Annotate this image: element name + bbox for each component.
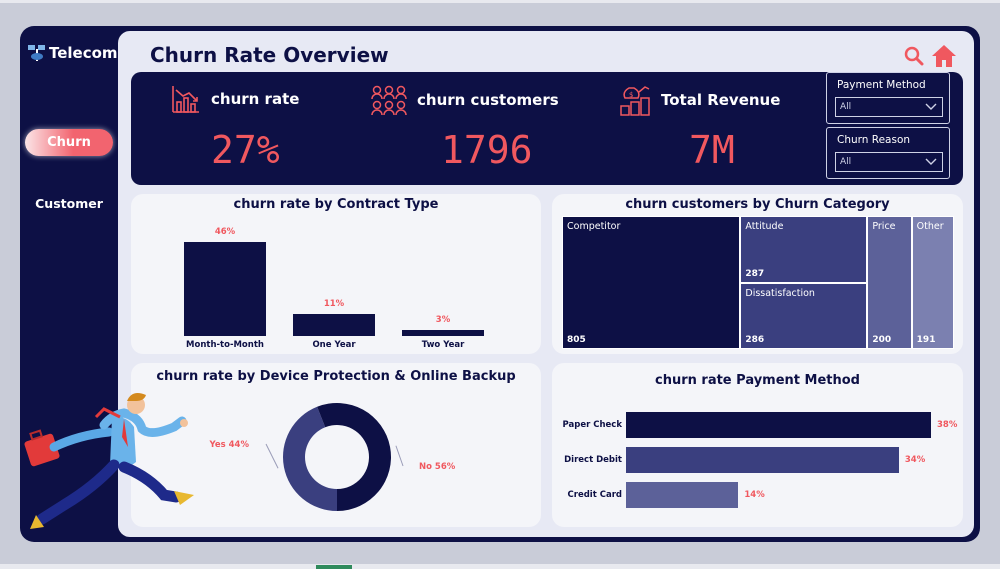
kpi-churn-customers-value: 1796 xyxy=(441,128,533,172)
revenue-money-icon: $ xyxy=(620,86,650,116)
contract-bar[interactable] xyxy=(184,242,266,336)
treemap-cell-name: Other xyxy=(916,221,944,232)
treemap-cell-name: Competitor xyxy=(567,221,621,232)
payment-category-label: Direct Debit xyxy=(564,455,622,465)
churn-category-card: churn customers by Churn Category Compet… xyxy=(552,194,963,354)
payment-bar-value-label: 14% xyxy=(744,490,765,500)
payment-method-slicer-title: Payment Method xyxy=(837,79,926,91)
kpi-churn-customers-label: churn customers xyxy=(417,91,559,109)
contract-category-label: Month-to-Month xyxy=(186,340,264,350)
logo: Telecom xyxy=(28,44,118,62)
main-panel: Churn Rate Overview xyxy=(118,31,974,537)
contract-category-label: One Year xyxy=(312,340,356,350)
payment-category-label: Credit Card xyxy=(567,490,622,500)
kpi-churn-rate-label: churn rate xyxy=(211,90,300,108)
kpi-churn-rate-value: 27% xyxy=(211,128,280,172)
churn-reason-slicer: Churn Reason All xyxy=(826,127,950,179)
contract-category-label: Two Year xyxy=(421,340,465,350)
treemap-cell[interactable]: Dissatisfaction 286 xyxy=(740,282,868,349)
payment-method-slicer: Payment Method All xyxy=(826,72,950,124)
taskbar-strip xyxy=(0,564,1000,569)
nav-churn-button[interactable]: Churn xyxy=(25,129,113,156)
payment-bar[interactable] xyxy=(626,412,931,438)
logo-text: Telecom xyxy=(49,44,118,62)
treemap-cell[interactable]: Competitor 805 xyxy=(562,216,741,349)
treemap-cell[interactable]: Other 191 xyxy=(911,216,954,349)
treemap-cell-value: 191 xyxy=(916,335,936,345)
donut-slice[interactable] xyxy=(317,403,391,511)
payment-bar[interactable] xyxy=(626,447,899,473)
payment-method-card: churn rate Payment Method Paper Check 38%… xyxy=(552,363,963,527)
device-protection-chart-title: churn rate by Device Protection & Online… xyxy=(156,369,516,384)
payment-method-selected: All xyxy=(840,102,852,112)
svg-text:$: $ xyxy=(629,91,633,99)
window-top-edge xyxy=(0,0,1000,3)
search-icon[interactable] xyxy=(904,46,924,66)
kpi-total-revenue-label: Total Revenue xyxy=(661,91,781,109)
donut-leader-line xyxy=(265,443,279,469)
contract-type-chart-title: churn rate by Contract Type xyxy=(233,197,439,212)
donut-slice-label: Yes 44% xyxy=(208,440,249,450)
kpi-band: churn rate 27% churn customers 1796 xyxy=(131,72,963,185)
contract-bar-value-label: 11% xyxy=(323,298,345,309)
treemap-cell-name: Attitude xyxy=(745,221,784,232)
page-title: Churn Rate Overview xyxy=(150,43,389,67)
payment-method-chart-title: churn rate Payment Method xyxy=(655,373,860,388)
churn-reason-slicer-title: Churn Reason xyxy=(837,134,911,146)
chevron-down-icon xyxy=(925,103,937,110)
nav-customer-button[interactable]: Customer xyxy=(35,196,103,211)
treemap-cell[interactable]: Attitude 287 xyxy=(740,216,868,283)
customers-group-icon xyxy=(371,85,407,116)
telecom-logo-icon xyxy=(28,44,46,62)
churn-reason-dropdown[interactable]: All xyxy=(835,152,943,172)
treemap-cell[interactable]: Price 200 xyxy=(867,216,912,349)
contract-type-card: churn rate by Contract Type 46% Month-to-… xyxy=(131,194,541,354)
donut-slice[interactable] xyxy=(283,406,337,511)
treemap-cell-name: Dissatisfaction xyxy=(745,287,815,299)
running-businessman-illustration xyxy=(24,393,194,529)
contract-bar[interactable] xyxy=(402,329,484,336)
treemap-cell-value: 805 xyxy=(567,335,586,345)
churn-category-chart-title: churn customers by Churn Category xyxy=(625,197,890,212)
payment-category-label: Paper Check xyxy=(562,420,622,430)
treemap-cell-value: 287 xyxy=(745,268,765,279)
donut-slice-label: No 56% xyxy=(419,462,456,472)
donut-leader-line xyxy=(395,445,404,467)
contract-bar[interactable] xyxy=(293,313,375,336)
kpi-total-revenue-value: 7M xyxy=(689,128,735,172)
treemap-cell-value: 200 xyxy=(872,335,892,345)
chevron-down-icon xyxy=(925,158,937,165)
payment-bar[interactable] xyxy=(626,482,739,508)
home-icon[interactable] xyxy=(931,44,957,68)
taskbar-indicator xyxy=(316,565,352,569)
device-protection-donut: Yes 44% No 56% xyxy=(208,403,456,511)
contract-bar-value-label: 46% xyxy=(214,227,236,237)
chart-down-icon xyxy=(172,86,199,113)
payment-bar-value-label: 34% xyxy=(904,455,926,465)
sidebar: Telecom Churn Customer xyxy=(20,26,118,542)
contract-bar-value-label: 3% xyxy=(435,314,451,325)
payment-bar-value-label: 38% xyxy=(937,420,958,430)
churn-reason-selected: All xyxy=(840,157,852,167)
payment-method-dropdown[interactable]: All xyxy=(835,97,943,117)
treemap-cell-value: 286 xyxy=(745,334,765,345)
device-protection-card: churn rate by Device Protection & Online… xyxy=(131,363,541,527)
treemap-cell-name: Price xyxy=(872,221,896,232)
